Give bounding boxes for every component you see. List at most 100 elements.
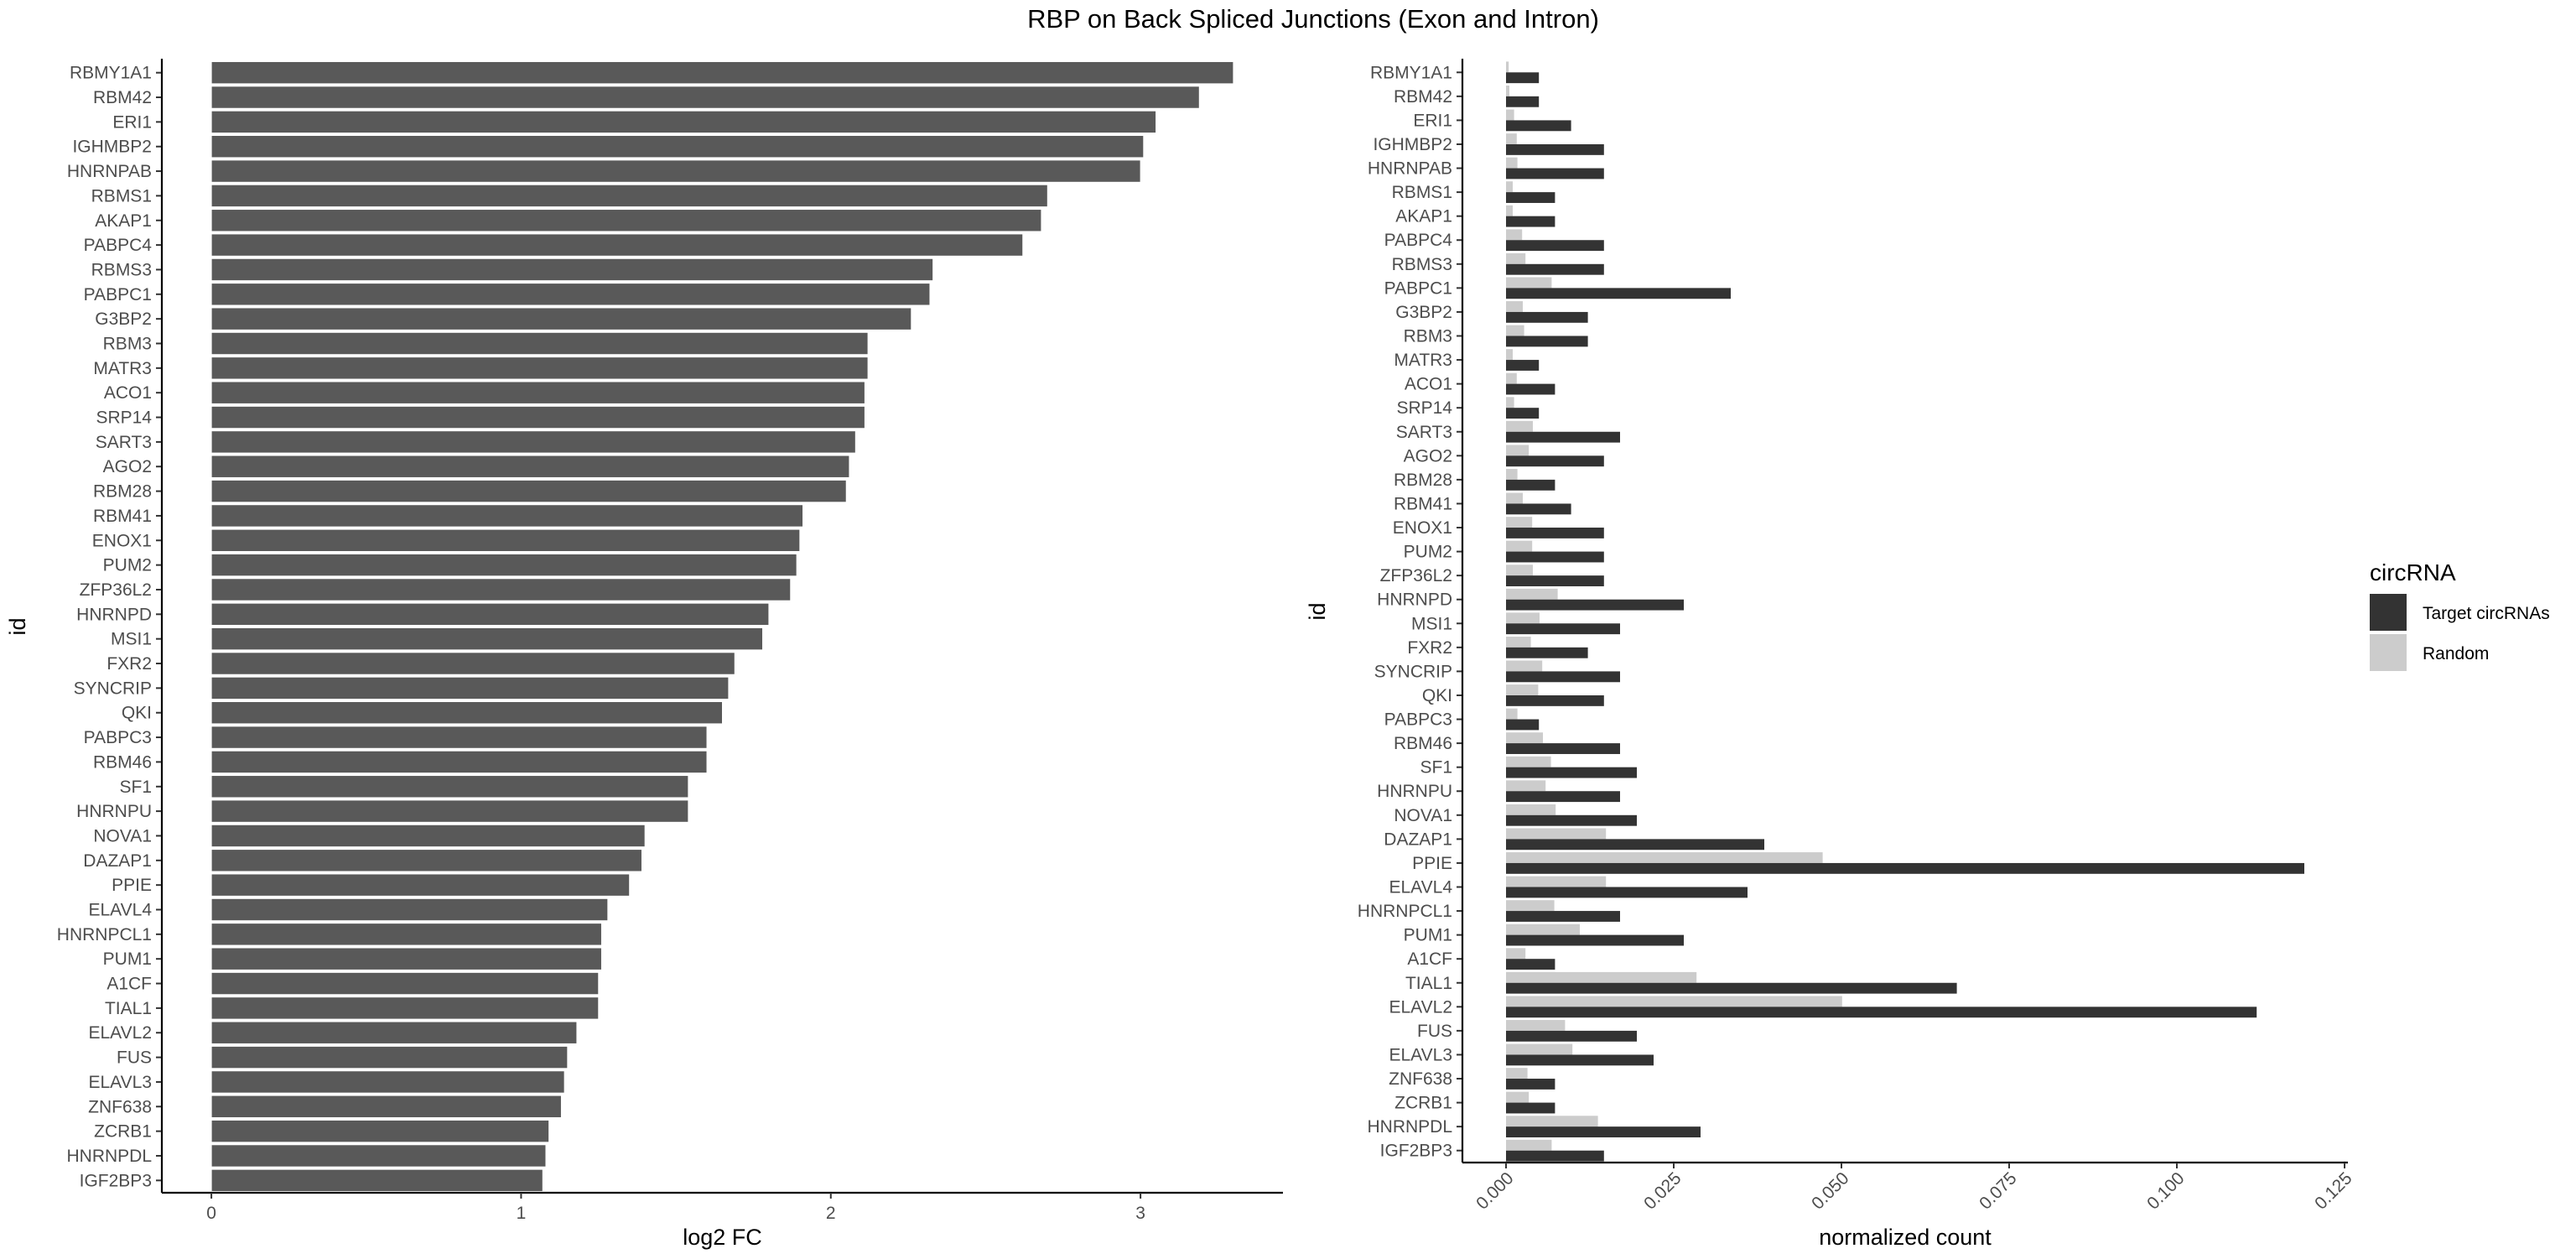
bar [210, 750, 708, 774]
y-tick-label: PABPC1 [1384, 278, 1452, 298]
bar-target-circrnas [1506, 1079, 1555, 1090]
y-tick-label: MATR3 [1394, 351, 1452, 370]
bar [210, 627, 764, 651]
y-tick-label: PABPC4 [1384, 231, 1453, 250]
y-tick-label: HNRNPDL [1367, 1117, 1452, 1137]
bar-random [1506, 1020, 1566, 1031]
y-tick-label: G3BP2 [95, 310, 152, 329]
x-tick-label: 0.125 [2311, 1168, 2355, 1213]
y-tick-label: IGHMBP2 [72, 138, 152, 157]
bar [210, 1045, 569, 1069]
bar-target-circrnas [1506, 814, 1637, 826]
bar-target-circrnas [1506, 1007, 2257, 1018]
y-tick-label: IGF2BP3 [1380, 1142, 1452, 1161]
bar-random [1506, 804, 1556, 815]
bar-random [1506, 229, 1523, 241]
bar-random [1506, 852, 1823, 863]
y-tick-label: ZNF638 [88, 1097, 152, 1116]
bar [210, 381, 865, 404]
x-tick-label: 2 [826, 1204, 836, 1223]
y-tick-label: SART3 [1396, 423, 1452, 442]
bar-target-circrnas [1506, 240, 1604, 252]
y-tick-label: ERI1 [1413, 111, 1452, 130]
bar-target-circrnas [1506, 96, 1540, 107]
y-tick-label: SF1 [1420, 758, 1452, 778]
bar-random [1506, 157, 1518, 169]
y-tick-label: ZCRB1 [1394, 1094, 1452, 1113]
bar-random [1506, 612, 1540, 624]
bar [210, 283, 931, 306]
y-tick-label: ZCRB1 [94, 1122, 152, 1142]
chart-title: RBP on Back Spliced Junctions (Exon and … [1027, 4, 1599, 34]
legend-label-random: Random [2423, 644, 2489, 663]
y-tick-label: HNRNPU [76, 802, 152, 821]
bar [210, 455, 850, 478]
bar-random [1506, 181, 1513, 193]
x-axis-title: normalized count [1819, 1225, 1992, 1250]
x-tick-label: 3 [1135, 1204, 1145, 1223]
y-tick-label: PUM1 [103, 949, 152, 969]
y-tick-label: AGO2 [1404, 446, 1452, 466]
bar [210, 701, 723, 725]
bar-random [1506, 445, 1530, 456]
bar [210, 1021, 578, 1044]
x-tick-label: 0.075 [1976, 1168, 2020, 1213]
bar-target-circrnas [1506, 408, 1540, 419]
y-tick-label: HNRNPCL1 [57, 925, 152, 944]
bar [210, 824, 646, 848]
bar [210, 504, 804, 528]
y-tick-label: PABPC1 [84, 285, 152, 304]
bar-target-circrnas [1506, 767, 1637, 778]
y-tick-label: PABPC4 [84, 236, 153, 255]
bar [210, 110, 1157, 134]
bar-random [1506, 85, 1509, 96]
y-tick-label: ZNF638 [1389, 1069, 1452, 1089]
bar-target-circrnas [1506, 120, 1571, 132]
bar-random [1506, 588, 1558, 600]
y-tick-label: A1CF [1407, 949, 1452, 969]
bar-target-circrnas [1506, 143, 1604, 155]
y-tick-label: PUM2 [1404, 543, 1452, 562]
bar-random [1506, 923, 1580, 935]
bar-random [1506, 349, 1513, 361]
x-tick-label: 0.025 [1640, 1168, 1685, 1213]
bar-random [1506, 708, 1518, 720]
y-tick-label: ELAVL2 [89, 1023, 153, 1043]
bar-target-circrnas [1506, 934, 1684, 946]
legend: circRNA Target circRNAs Random [2370, 559, 2550, 671]
bar [210, 331, 869, 356]
bar-target-circrnas [1506, 1102, 1555, 1114]
bar [210, 1095, 562, 1118]
bar-random [1506, 948, 1526, 960]
bar [210, 86, 1200, 109]
bar-target-circrnas [1506, 479, 1555, 491]
y-tick-label: DAZAP1 [83, 851, 152, 871]
bar [210, 1119, 550, 1143]
y-tick-label: DAZAP1 [1384, 830, 1452, 849]
bar-target-circrnas [1506, 192, 1555, 203]
bar [210, 873, 631, 897]
y-tick-label: SF1 [119, 778, 152, 797]
y-tick-label: RBM41 [93, 507, 152, 526]
y-tick-label: PPIE [112, 876, 152, 895]
bar-random [1506, 397, 1514, 408]
y-tick-label: ACO1 [1405, 375, 1452, 394]
legend-key-target [2370, 594, 2407, 631]
bar-target-circrnas [1506, 862, 2304, 874]
y-tick-label: RBM3 [103, 335, 152, 354]
bar-target-circrnas [1506, 72, 1540, 84]
y-tick-label: SYNCRIP [1374, 662, 1452, 681]
y-tick-label: G3BP2 [1395, 303, 1452, 322]
bar [210, 602, 770, 627]
bar-random [1506, 1068, 1528, 1080]
bar-random [1506, 469, 1518, 480]
x-tick-label: 0.000 [1472, 1168, 1517, 1213]
y-tick-label: IGHMBP2 [1373, 135, 1452, 154]
bar-random [1506, 540, 1533, 552]
y-tick-label: MSI1 [111, 630, 152, 649]
y-tick-label: RBMS1 [91, 186, 152, 205]
bar [210, 60, 1234, 85]
bar-random [1506, 828, 1607, 840]
bar-target-circrnas [1506, 959, 1555, 970]
